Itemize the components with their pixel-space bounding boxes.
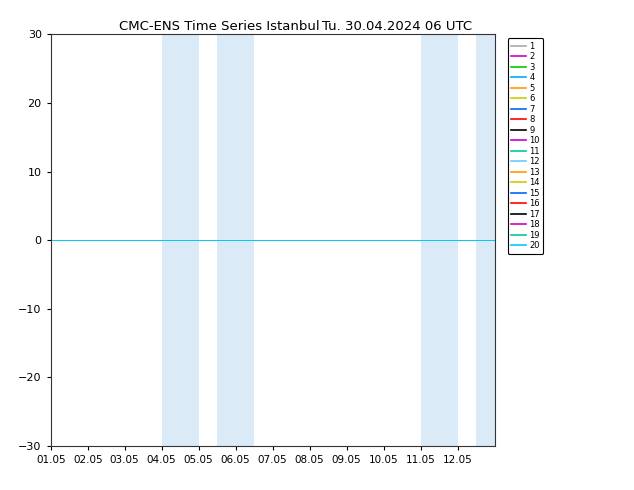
Bar (420, 34, 458, 446)
Bar (217, 34, 254, 446)
Bar (476, 34, 513, 446)
Bar (162, 34, 198, 446)
Text: Tu. 30.04.2024 06 UTC: Tu. 30.04.2024 06 UTC (322, 20, 472, 33)
Legend: 1, 2, 3, 4, 5, 6, 7, 8, 9, 10, 11, 12, 13, 14, 15, 16, 17, 18, 19, 20: 1, 2, 3, 4, 5, 6, 7, 8, 9, 10, 11, 12, 1… (508, 39, 543, 254)
Text: CMC-ENS Time Series Istanbul: CMC-ENS Time Series Istanbul (119, 20, 320, 33)
